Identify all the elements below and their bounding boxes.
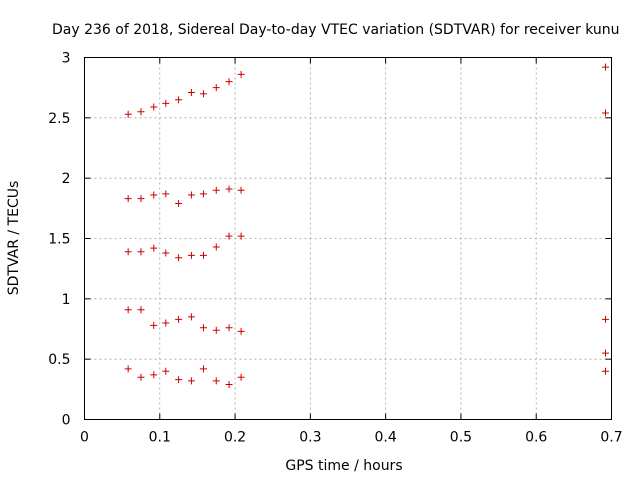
data-point [162,99,170,107]
grid [84,57,612,420]
data-point [175,200,183,208]
data-point [150,191,158,199]
data-point [199,365,207,373]
data-point [199,251,207,259]
data-point [212,243,220,251]
y-tick-label: 0.5 [48,352,70,368]
x-tick-label: 0.3 [299,430,321,446]
data-point [124,306,132,314]
data-point [124,248,132,256]
data-point [212,186,220,194]
x-tick-label: 0.5 [450,430,472,446]
data-point [601,63,609,71]
x-tick-label: 0.6 [525,430,547,446]
data-point [124,110,132,118]
data-point [237,186,245,194]
data-point [225,324,233,332]
data-point [150,103,158,111]
data-point [187,88,195,96]
data-point [187,313,195,321]
data-point [175,96,183,104]
plot-frame [84,57,612,420]
data-point [162,249,170,257]
data-point [187,377,195,385]
data-point [162,190,170,198]
data-point [175,315,183,323]
data-point [225,381,233,389]
data-point [137,306,145,314]
data-point [212,377,220,385]
y-tick-label: 3 [62,51,71,67]
data-point [212,326,220,334]
data-points [124,63,609,389]
data-point [150,244,158,252]
x-tick-label: 0.4 [375,430,397,446]
y-tick-label: 2.5 [48,111,70,127]
data-point [150,321,158,329]
data-point [199,90,207,98]
x-tick-label: 0.7 [600,430,622,446]
data-point [124,195,132,203]
data-point [187,191,195,199]
chart-title: Day 236 of 2018, Sidereal Day-to-day VTE… [52,22,620,38]
x-axis-title: GPS time / hours [285,458,402,474]
data-point [162,367,170,375]
data-point [175,254,183,262]
data-point [601,349,609,357]
y-tick-label: 2 [62,171,71,187]
data-point [212,84,220,92]
axis-ticks: 0 0.1 0.2 0.3 0.4 0.5 0.6 0.7 0 0.5 1 1.5 2 2.5 3 [48,51,622,446]
y-tick-label: 0 [62,413,71,429]
x-tick-label: 0.2 [224,430,246,446]
data-point [187,251,195,259]
data-point [199,324,207,332]
data-point [137,373,145,381]
data-point [199,190,207,198]
data-point [225,232,233,240]
data-point [237,327,245,335]
data-point [601,109,609,117]
data-point [225,185,233,193]
data-point [150,371,158,379]
y-tick-label: 1.5 [48,232,70,248]
data-point [137,195,145,203]
data-point [137,108,145,116]
data-point [237,373,245,381]
data-point [124,365,132,373]
y-tick-label: 1 [62,292,71,308]
data-point [162,319,170,327]
data-point [225,78,233,86]
data-point [237,70,245,78]
x-tick-label: 0 [80,430,89,446]
data-point [601,367,609,375]
data-point [237,232,245,240]
x-tick-label: 0.1 [149,430,171,446]
data-point [175,376,183,384]
data-point [137,248,145,256]
data-point [601,315,609,323]
y-axis-title: SDTVAR / TECUs [6,181,22,296]
